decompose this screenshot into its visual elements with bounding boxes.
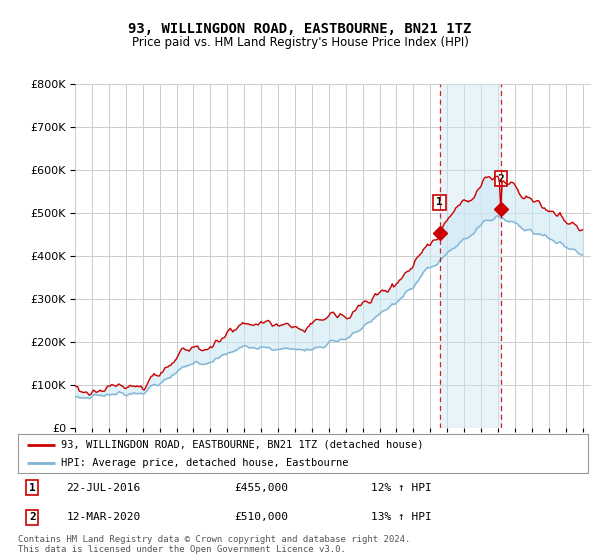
Text: 1: 1 xyxy=(29,483,35,493)
Text: 12-MAR-2020: 12-MAR-2020 xyxy=(67,512,140,522)
Text: 93, WILLINGDON ROAD, EASTBOURNE, BN21 1TZ: 93, WILLINGDON ROAD, EASTBOURNE, BN21 1T… xyxy=(128,22,472,36)
Text: 22-JUL-2016: 22-JUL-2016 xyxy=(67,483,140,493)
Text: 12% ↑ HPI: 12% ↑ HPI xyxy=(371,483,432,493)
Text: £455,000: £455,000 xyxy=(235,483,289,493)
Text: Contains HM Land Registry data © Crown copyright and database right 2024.
This d: Contains HM Land Registry data © Crown c… xyxy=(18,535,410,554)
Text: 1: 1 xyxy=(436,197,443,207)
Text: 2: 2 xyxy=(29,512,35,522)
Text: Price paid vs. HM Land Registry's House Price Index (HPI): Price paid vs. HM Land Registry's House … xyxy=(131,36,469,49)
Text: HPI: Average price, detached house, Eastbourne: HPI: Average price, detached house, East… xyxy=(61,459,348,468)
Text: 13% ↑ HPI: 13% ↑ HPI xyxy=(371,512,432,522)
Bar xyxy=(440,84,501,428)
Text: 93, WILLINGDON ROAD, EASTBOURNE, BN21 1TZ (detached house): 93, WILLINGDON ROAD, EASTBOURNE, BN21 1T… xyxy=(61,440,423,450)
Text: 2: 2 xyxy=(498,174,505,184)
Text: £510,000: £510,000 xyxy=(235,512,289,522)
